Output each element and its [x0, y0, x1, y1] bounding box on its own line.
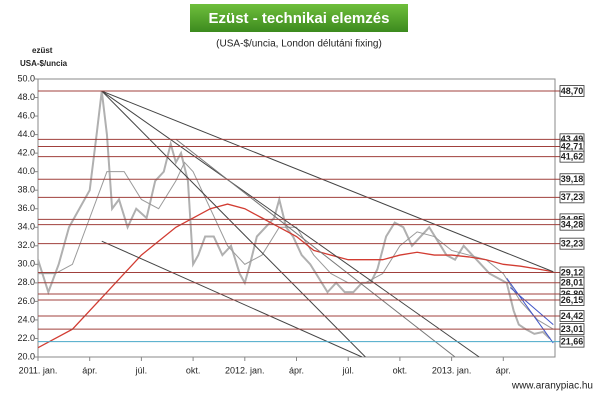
level-box: [559, 173, 585, 186]
level-label: 28,01: [561, 278, 584, 288]
plot-area: [38, 90, 554, 357]
level-label: 43,49: [561, 134, 584, 144]
x-tick-label: okt.: [186, 365, 201, 375]
chart-title: Ezüst - technikai elemzés: [209, 10, 390, 27]
level-label: 23,01: [561, 324, 584, 334]
title-banner: [190, 4, 408, 32]
x-tick-label: okt.: [393, 365, 408, 375]
trend-line: [101, 90, 366, 357]
level-label: 32,23: [561, 239, 584, 249]
y-tick-label: 42.0: [17, 148, 35, 158]
x-tick-label: 2012. jan.: [225, 365, 265, 375]
y-tick-label: 34.0: [17, 222, 35, 232]
level-label: 39,18: [561, 174, 584, 184]
x-tick-label: júl.: [135, 365, 148, 375]
level-label: 26,15: [561, 295, 584, 305]
y-tick-label: 46.0: [17, 110, 35, 120]
y-axis-label: USA-$/uncia: [20, 59, 68, 68]
level-label: 24,42: [561, 311, 584, 321]
x-tick-label: 2011. jan.: [19, 365, 58, 375]
y-tick-label: 30.0: [17, 259, 35, 269]
x-tick-label: 2013. jan.: [432, 365, 472, 375]
y-tick-label: 44.0: [17, 129, 35, 139]
y-tick-label: 48.0: [17, 92, 35, 102]
y-axis-label: ezüst: [32, 46, 53, 55]
level-label: 42,71: [561, 141, 584, 151]
level-box: [559, 237, 585, 250]
y-tick-label: 20.0: [17, 351, 35, 361]
x-tick-label: júl.: [341, 365, 354, 375]
y-tick-label: 24.0: [17, 314, 35, 324]
x-tick-label: ápr.: [289, 365, 304, 375]
level-label: 29,12: [561, 267, 584, 277]
trend-line: [101, 90, 554, 273]
price-line: [38, 161, 554, 330]
level-box: [559, 85, 585, 97]
y-tick-label: 38.0: [17, 185, 35, 195]
y-tick-label: 36.0: [17, 203, 35, 213]
trend-line: [175, 138, 456, 357]
level-box: [559, 310, 585, 322]
x-tick-label: ápr.: [82, 365, 97, 375]
trend-line: [101, 240, 363, 357]
price-line: [38, 203, 554, 349]
x-tick-label: ápr.: [496, 365, 511, 375]
y-tick-label: 22.0: [17, 333, 35, 343]
price-line: [38, 90, 551, 340]
y-tick-label: 32.0: [17, 240, 35, 250]
level-label: 48,70: [561, 86, 584, 96]
level-box: [559, 218, 585, 231]
level-box: [559, 191, 585, 204]
y-tick-label: 50.0: [17, 73, 35, 83]
source: www.aranypiac.hu: [511, 381, 593, 392]
trend-line: [101, 90, 480, 357]
level-box: [559, 335, 585, 348]
level-label: 37,23: [561, 192, 584, 202]
level-label: 21,66: [561, 336, 584, 346]
chart-subtitle: (USA-$/uncia, London délutáni fixing): [216, 39, 382, 50]
level-label: 41,62: [561, 152, 584, 162]
plot-frame: [37, 78, 556, 358]
level-label: 26,80: [561, 289, 584, 299]
level-label: 34,28: [561, 220, 584, 230]
level-box: [559, 323, 585, 336]
y-tick-label: 28.0: [17, 277, 35, 287]
trend-line: [506, 277, 554, 344]
y-tick-label: 40.0: [17, 166, 35, 176]
level-box: [559, 150, 585, 163]
y-tick-label: 26.0: [17, 296, 35, 306]
level-box: [559, 294, 585, 306]
